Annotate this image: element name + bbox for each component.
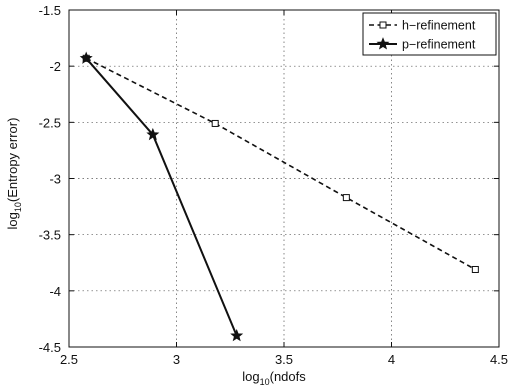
- x-axis-label: log10(ndofs: [242, 369, 306, 387]
- x-tick-label: 2.5: [60, 352, 78, 367]
- series-layer: [79, 51, 479, 342]
- legend-label: h−refinement: [402, 19, 476, 33]
- legend-label: p−refinement: [402, 38, 476, 52]
- y-tick-label: -4: [49, 284, 61, 299]
- star-marker: [79, 51, 93, 64]
- y-tick-label: -2.5: [39, 115, 61, 130]
- y-tick-label: -2: [49, 59, 61, 74]
- legend: h−refinement p−refinement: [362, 12, 497, 56]
- star-marker: [146, 127, 160, 141]
- series-line: [85, 57, 476, 271]
- y-tick-label: -3.5: [39, 228, 61, 243]
- x-tick-label: 3.5: [275, 352, 293, 367]
- y-tick-label: -1.5: [39, 3, 61, 18]
- series-2: [79, 51, 244, 342]
- square-marker: [342, 194, 350, 202]
- y-tick-label: -4.5: [39, 340, 61, 355]
- ticks: 2.5 3 3.5 4 4.5 -4.5 -4 -3.5 -3 -2.5 -2 -1.5: [39, 3, 508, 367]
- plot-area: [69, 10, 499, 347]
- x-tick-label: 3: [173, 352, 180, 367]
- star-marker: [376, 37, 390, 50]
- square-marker: [211, 119, 219, 127]
- legend-item: h−refinement: [369, 19, 476, 33]
- square-marker: [379, 21, 387, 29]
- x-tick-label: 4.5: [490, 352, 508, 367]
- star-marker: [230, 328, 244, 342]
- legend-item: p−refinement: [369, 37, 476, 52]
- x-tick-label: 4: [388, 352, 395, 367]
- y-tick-label: -3: [49, 172, 61, 187]
- square-marker: [471, 265, 479, 273]
- y-axis-label: log10(Entropy error): [5, 118, 23, 230]
